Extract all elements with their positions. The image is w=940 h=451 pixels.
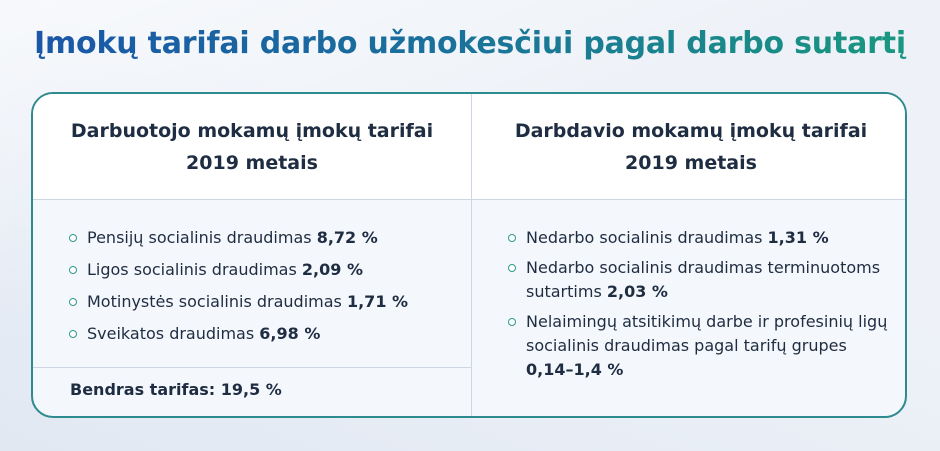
employer-heading-line1: Darbdavio mokamų įmokų tarifai bbox=[514, 119, 868, 142]
employee-heading-line1: Darbuotojo mokamų įmokų tarifai bbox=[70, 119, 434, 142]
bullet-icon bbox=[69, 330, 77, 338]
list-item: Pensijų socialinis draudimas 8,72 % bbox=[69, 226, 459, 250]
card-header bbox=[33, 94, 905, 200]
bullet-icon bbox=[508, 318, 516, 326]
list-item: Nelaimingų atsitikimų darbe ir profesini… bbox=[508, 310, 893, 382]
list-item: Motinystės socialinis draudimas 1,71 % bbox=[69, 290, 459, 314]
total-rate: Bendras tarifas: 19,5 % bbox=[70, 380, 282, 399]
employer-heading: Darbdavio mokamų įmokų tarifai 2019 meta… bbox=[472, 94, 905, 199]
employee-heading: Darbuotojo mokamų įmokų tarifai 2019 met… bbox=[33, 94, 471, 199]
bullet-icon bbox=[69, 298, 77, 306]
employer-rates-list: Nedarbo socialinis draudimas 1,31 % Neda… bbox=[508, 226, 893, 388]
employee-rates-list: Pensijų socialinis draudimas 8,72 % Ligo… bbox=[69, 226, 459, 354]
employer-heading-line2: 2019 metais bbox=[625, 151, 757, 174]
total-divider bbox=[33, 367, 471, 368]
employee-heading-line2: 2019 metais bbox=[186, 151, 318, 174]
tariff-card: Darbuotojo mokamų įmokų tarifai 2019 met… bbox=[31, 92, 907, 418]
column-divider bbox=[471, 94, 472, 416]
bullet-icon bbox=[69, 234, 77, 242]
page-title: Įmokų tarifai darbo užmokesčiui pagal da… bbox=[0, 26, 940, 61]
list-item: Nedarbo socialinis draudimas 1,31 % bbox=[508, 226, 893, 250]
bullet-icon bbox=[508, 234, 516, 242]
list-item: Sveikatos draudimas 6,98 % bbox=[69, 322, 459, 346]
bullet-icon bbox=[508, 264, 516, 272]
bullet-icon bbox=[69, 266, 77, 274]
list-item: Ligos socialinis draudimas 2,09 % bbox=[69, 258, 459, 282]
list-item: Nedarbo socialinis draudimas terminuotom… bbox=[508, 256, 893, 304]
